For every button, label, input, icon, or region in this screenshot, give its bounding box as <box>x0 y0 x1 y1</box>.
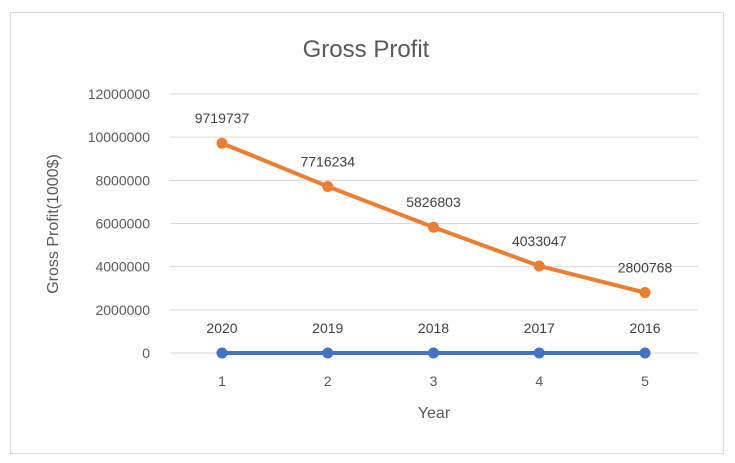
x-tick-label: 3 <box>430 373 438 389</box>
data-label: 4033047 <box>512 233 567 249</box>
chart-title: Gross Profit <box>303 36 430 63</box>
series-group: 2020 2019 2018 2017 2016 9719737 7716234 582680… <box>195 110 673 359</box>
y-tick-labels: 0 2000000 4000000 6000000 8000000 10000000 120… <box>88 86 151 361</box>
x-tick-label: 1 <box>218 373 226 389</box>
data-label: 2020 <box>206 320 237 336</box>
x-tick-label: 2 <box>324 373 332 389</box>
x-tick-label: 4 <box>535 373 543 389</box>
data-label: 7716234 <box>300 153 355 169</box>
x-tick-labels: 1 2 3 4 5 <box>218 373 649 389</box>
data-point <box>322 347 334 359</box>
x-axis-title: Year <box>418 405 451 422</box>
y-tick-label: 8000000 <box>95 172 150 188</box>
data-label: 9719737 <box>195 110 250 126</box>
y-tick-label: 4000000 <box>95 259 150 275</box>
data-point <box>639 347 651 359</box>
data-point <box>428 221 439 233</box>
y-axis-title: Gross Profit(1000$) <box>45 154 62 294</box>
data-label: 2017 <box>524 320 555 336</box>
y-tick-label: 2000000 <box>95 302 150 318</box>
data-label: 2018 <box>418 320 449 336</box>
chart-frame <box>10 12 724 454</box>
y-tick-label: 0 <box>142 345 150 361</box>
data-point <box>533 347 545 359</box>
data-point <box>216 137 228 149</box>
series-1: 2020 2019 2018 2017 2016 <box>206 320 661 359</box>
data-point <box>216 347 228 359</box>
x-tick-label: 5 <box>641 373 649 389</box>
data-label: 5826803 <box>406 194 461 210</box>
y-tick-label: 12000000 <box>88 86 151 102</box>
data-point <box>322 180 334 192</box>
data-point <box>533 260 545 272</box>
y-tick-label: 10000000 <box>88 129 151 145</box>
y-tick-label: 6000000 <box>95 216 150 232</box>
data-point <box>639 287 651 299</box>
data-label: 2800768 <box>618 260 673 276</box>
data-point <box>428 347 439 359</box>
data-label: 2016 <box>629 320 660 336</box>
data-label: 2019 <box>312 320 343 336</box>
series-2: 9719737 7716234 5826803 4033047 2800768 <box>195 110 673 299</box>
series-line <box>220 141 647 295</box>
